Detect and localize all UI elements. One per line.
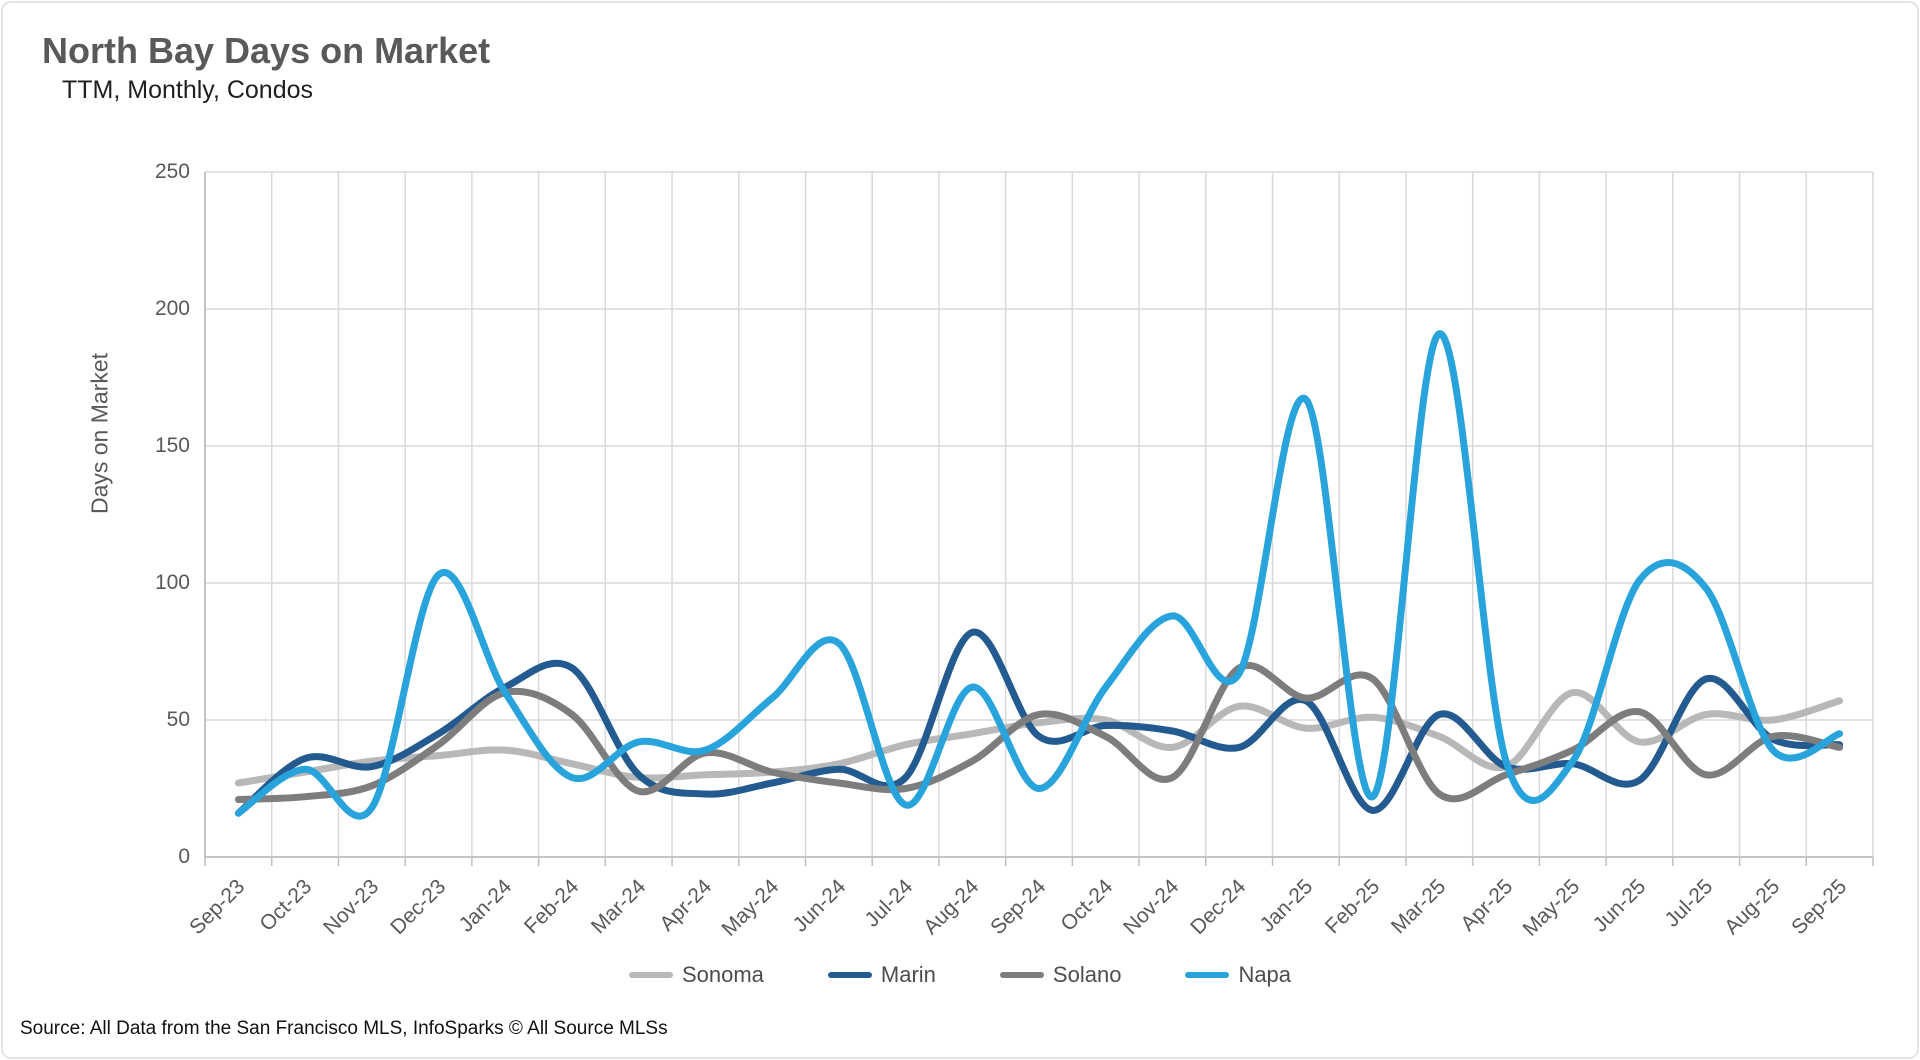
series-line-napa (234, 330, 1844, 820)
legend: Sonoma Marin Solano Napa (0, 962, 1920, 988)
legend-swatch-marin (827, 972, 872, 978)
legend-item-solano: Solano (999, 962, 1122, 988)
legend-label: Napa (1238, 962, 1292, 987)
y-tick-label: 150 (154, 434, 190, 457)
y-tick-label: 50 (166, 708, 190, 731)
y-axis-title: Days on Market (86, 352, 113, 515)
y-tick-label: 100 (154, 571, 190, 594)
y-tick-label: 200 (154, 297, 190, 320)
legend-item-marin: Marin (827, 962, 936, 988)
chart-title: North Bay Days on Market (42, 30, 491, 71)
legend-item-napa: Napa (1185, 962, 1291, 988)
legend-label: Marin (880, 962, 936, 987)
y-tick-label: 250 (154, 160, 190, 183)
legend-swatch-solano (999, 972, 1044, 978)
legend-swatch-napa (1185, 972, 1230, 978)
legend-label: Solano (1052, 962, 1122, 987)
y-tick-label: 0 (178, 845, 190, 868)
source-note: Source: All Data from the San Francisco … (20, 1018, 668, 1039)
chart-subtitle: TTM, Monthly, Condos (62, 76, 314, 104)
series-line-sonoma (234, 689, 1844, 787)
legend-label: Sonoma (681, 962, 764, 987)
series-line-solano (234, 661, 1844, 803)
legend-swatch-sonoma (628, 972, 673, 978)
legend-item-sonoma: Sonoma (628, 962, 764, 988)
